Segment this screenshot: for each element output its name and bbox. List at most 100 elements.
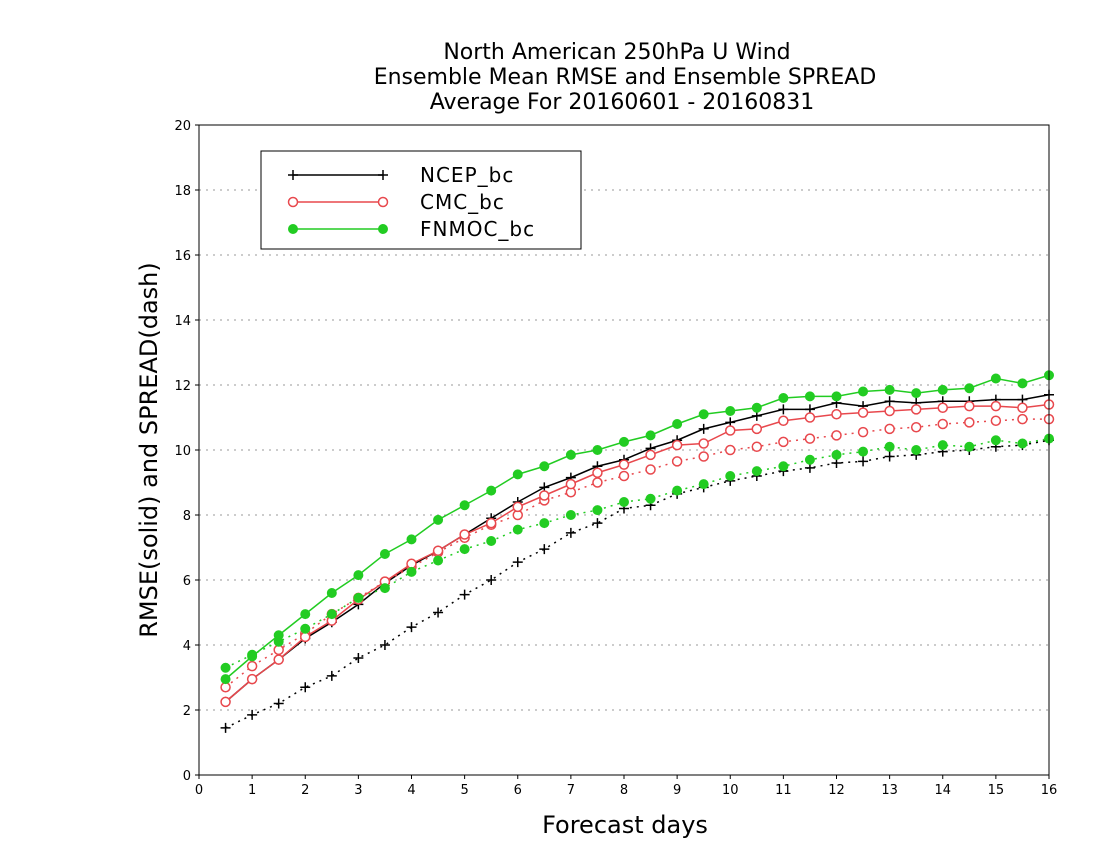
x-tick-label: 4 (407, 783, 415, 798)
fnmoc-bc-rmse-point (406, 534, 417, 545)
cmc-bc-rmse-point (618, 459, 630, 470)
ncep-bc-rmse-point (698, 423, 709, 434)
ncep-bc-rmse-point (884, 396, 895, 407)
cmc-bc-rmse-point (937, 402, 948, 413)
cmc-bc-rmse-point (459, 529, 470, 540)
fnmoc-bc-rmse-point (379, 549, 390, 559)
cmc-bc-rmse-point (831, 409, 842, 420)
cmc-bc-spread-point (592, 477, 603, 488)
series-layer (220, 370, 1055, 733)
ncep-bc-rmse-line (225, 394, 1050, 703)
fnmoc-bc-spread-point (645, 493, 656, 504)
cmc-bc-rmse-point (220, 696, 231, 708)
ncep-bc-spread-point (353, 653, 364, 663)
fnmoc-bc-rmse-point (911, 388, 922, 399)
cmc-bc-spread-point (698, 451, 709, 462)
fnmoc-bc-rmse-point (433, 514, 444, 525)
fnmoc-bc-spread-point (565, 510, 576, 520)
fnmoc-bc-rmse-point (539, 461, 550, 472)
fnmoc-bc-rmse-point (672, 419, 683, 429)
fnmoc-bc-spread-point (937, 440, 948, 451)
fnmoc-bc-spread-point (326, 609, 337, 620)
title-line-2: Ensemble Mean RMSE and Ensemble SPREAD (374, 65, 877, 90)
fnmoc-bc-spread-point (990, 435, 1001, 446)
cmc-bc-spread-point (910, 422, 922, 433)
cmc-bc-rmse-point (485, 517, 497, 529)
cmc-bc-rmse-point (698, 438, 709, 449)
ncep-bc-spread-point (592, 518, 603, 529)
x-tick-label: 14 (934, 783, 951, 798)
fnmoc-bc-rmse-point (725, 406, 736, 416)
y-tick-label: 12 (174, 379, 191, 394)
fnmoc-bc-spread-point (698, 479, 709, 490)
y-tick-label: 4 (183, 639, 191, 654)
fnmoc-bc-spread-point (406, 566, 417, 577)
fnmoc-bc-rmse-point (884, 384, 895, 395)
ncep-bc-spread-point (220, 722, 231, 733)
fnmoc-bc-rmse-point (512, 469, 523, 480)
fnmoc-bc-rmse-point (858, 386, 869, 397)
plot-frame (198, 124, 1050, 776)
ncep-bc-spread-point (512, 557, 523, 568)
cmc-bc-spread-point (725, 444, 736, 456)
y-tick-label: 8 (183, 509, 191, 524)
fnmoc-bc-rmse-point (592, 445, 603, 455)
x-tick-label: 3 (354, 783, 362, 798)
ncep-bc-spread-line (225, 439, 1050, 729)
ncep-bc-spread-point (565, 527, 576, 538)
y-tick-label: 2 (183, 704, 191, 719)
fnmoc-bc-rmse-point (804, 391, 815, 402)
fnmoc-bc-rmse-point (964, 383, 975, 394)
x-tick-label: 15 (988, 783, 1005, 798)
y-tick-label: 6 (183, 574, 191, 589)
x-tick-label: 16 (1041, 783, 1058, 798)
cmc-bc-spread-point (1017, 413, 1028, 425)
cmc-bc-spread-point (857, 426, 869, 438)
cmc-bc-spread-point (990, 415, 1002, 426)
fnmoc-bc-spread-point (858, 446, 869, 457)
x-tick-label: 10 (722, 783, 739, 798)
y-tick-label: 10 (174, 444, 191, 459)
fnmoc-bc-rmse-point (273, 630, 284, 641)
title-line-3: Average For 20160601 - 20160831 (430, 90, 815, 115)
fnmoc-bc-spread-point (884, 441, 895, 452)
ncep-bc-rmse-point (778, 404, 789, 415)
ncep-bc-spread-point (858, 456, 869, 467)
fnmoc-bc-spread-point (751, 466, 762, 477)
cmc-bc-rmse-line (225, 403, 1050, 703)
ncep-bc-spread-point (486, 575, 497, 585)
ncep-bc-spread-point (326, 670, 337, 681)
cmc-bc-spread-point (937, 418, 948, 430)
y-tick-label: 0 (183, 769, 191, 784)
ncep-bc-spread-point (884, 451, 895, 462)
fnmoc-bc-rmse-point (486, 485, 497, 496)
ncep-bc-spread-point (300, 682, 311, 693)
fnmoc-bc-rmse-point (778, 393, 789, 403)
x-tick-label: 13 (881, 783, 898, 798)
fnmoc-bc-spread-point (379, 583, 390, 594)
cmc-bc-rmse-point (884, 405, 895, 417)
legend-label-cmc-bc: CMC_bc (420, 190, 505, 214)
fnmoc-bc-spread-point (725, 471, 736, 481)
cmc-bc-spread-point (884, 423, 895, 435)
fnmoc-bc-spread-point (592, 505, 603, 516)
fnmoc-bc-spread-point (831, 449, 842, 460)
legend-box (260, 150, 582, 250)
legend-marker-cmc-bc (287, 196, 299, 208)
y-axis-label: RMSE(solid) and SPREAD(dash) (135, 262, 163, 638)
fnmoc-bc-rmse-point (326, 588, 337, 598)
cmc-bc-rmse-point (910, 404, 922, 415)
cmc-bc-rmse-point (671, 439, 683, 451)
cmc-bc-rmse-point (1017, 402, 1028, 413)
cmc-bc-spread-point (246, 660, 258, 672)
legend-marker-fnmoc-bc (288, 224, 298, 234)
cmc-bc-rmse-point (432, 545, 444, 556)
fnmoc-bc-spread-point (459, 544, 470, 555)
cmc-bc-rmse-point (751, 423, 763, 435)
y-tick-label: 18 (174, 184, 191, 199)
legend-label-ncep-bc: NCEP_bc (420, 163, 514, 187)
y-tick-label: 14 (174, 314, 191, 329)
cmc-bc-rmse-point (725, 425, 736, 436)
fnmoc-bc-spread-point (486, 536, 497, 546)
